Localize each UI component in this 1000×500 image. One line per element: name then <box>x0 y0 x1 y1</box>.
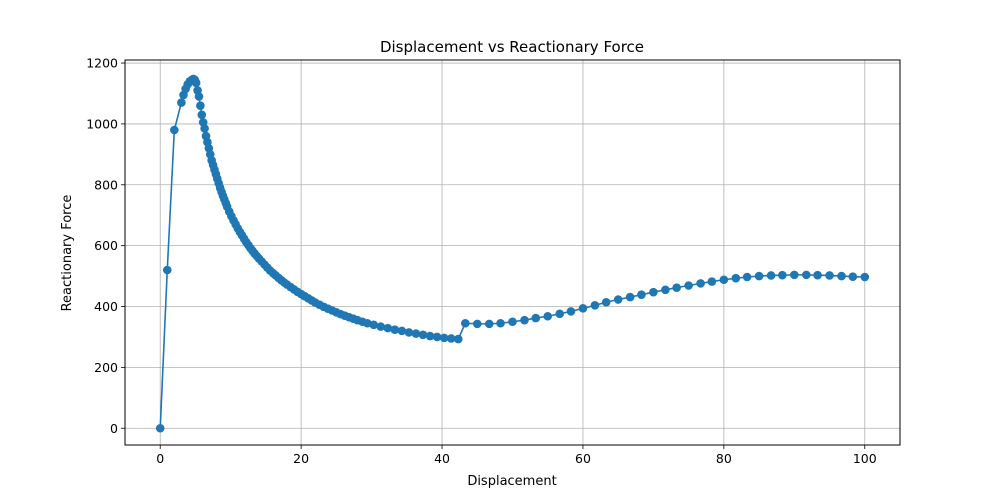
data-point <box>508 317 517 327</box>
y-axis-label: Reactionary Force <box>60 195 75 312</box>
data-point <box>439 333 449 343</box>
data-point <box>731 273 741 283</box>
data-point <box>460 318 470 328</box>
data-point <box>453 334 463 344</box>
data-point <box>684 281 693 290</box>
data-point <box>425 331 435 341</box>
x-tick-label: 80 <box>716 451 732 466</box>
x-axis-label: Displacement <box>467 474 556 489</box>
data-point <box>555 309 565 319</box>
data-point <box>578 304 588 313</box>
data-point <box>484 319 494 329</box>
data-point <box>766 271 776 280</box>
y-tick-label: 800 <box>94 177 118 192</box>
data-point <box>397 326 407 336</box>
data-point <box>191 78 201 88</box>
data-point <box>197 110 207 120</box>
x-tick-label: 40 <box>434 451 450 466</box>
data-point <box>404 328 414 337</box>
data-point <box>661 285 670 295</box>
data-point <box>637 290 646 299</box>
data-point <box>860 272 870 282</box>
data-point <box>825 271 834 280</box>
data-point <box>446 334 456 343</box>
data-point <box>742 272 752 282</box>
data-point <box>601 297 611 307</box>
data-point <box>625 292 635 302</box>
y-tick-label: 0 <box>110 421 118 436</box>
y-tick-label: 1000 <box>86 116 118 131</box>
data-point <box>472 319 482 329</box>
data-point <box>369 320 379 330</box>
x-tick-label: 100 <box>853 451 877 466</box>
data-point <box>672 283 681 292</box>
data-point <box>801 270 811 280</box>
data-point <box>432 332 442 342</box>
y-tick-label: 600 <box>94 238 118 253</box>
data-point <box>813 270 822 280</box>
data-point <box>613 295 623 304</box>
y-tick-label: 400 <box>94 299 118 314</box>
data-point <box>778 270 787 280</box>
data-point <box>719 275 729 285</box>
data-point <box>418 330 428 340</box>
data-point <box>411 329 421 338</box>
data-point <box>696 279 705 288</box>
x-tick-label: 20 <box>293 451 309 466</box>
data-point <box>590 301 600 310</box>
data-point <box>496 318 505 328</box>
data-point <box>162 265 172 275</box>
data-point <box>707 277 717 286</box>
data-point <box>376 322 386 331</box>
data-point <box>848 272 858 281</box>
data-point <box>566 307 576 316</box>
data-point <box>520 315 529 325</box>
x-tick-label: 60 <box>575 451 591 466</box>
y-tick-label: 1200 <box>86 56 118 71</box>
grid <box>125 60 900 445</box>
data-point <box>754 271 764 281</box>
plot-frame <box>124 59 901 446</box>
data-point <box>177 98 186 107</box>
data-point <box>531 313 541 323</box>
data-point <box>383 323 393 333</box>
data-point <box>170 125 179 135</box>
data-point <box>200 124 209 133</box>
data-point <box>196 101 205 110</box>
x-tick-label: 0 <box>156 451 164 466</box>
y-tick-label: 200 <box>94 360 118 375</box>
data-point <box>837 271 846 281</box>
data-point <box>194 92 204 101</box>
chart-title: Displacement vs Reactionary Force <box>380 38 644 56</box>
data-point <box>649 287 658 297</box>
data-point <box>790 270 799 280</box>
data-point <box>390 325 400 334</box>
data-point <box>543 311 553 321</box>
data-point <box>155 423 165 433</box>
series-layer <box>155 74 870 433</box>
